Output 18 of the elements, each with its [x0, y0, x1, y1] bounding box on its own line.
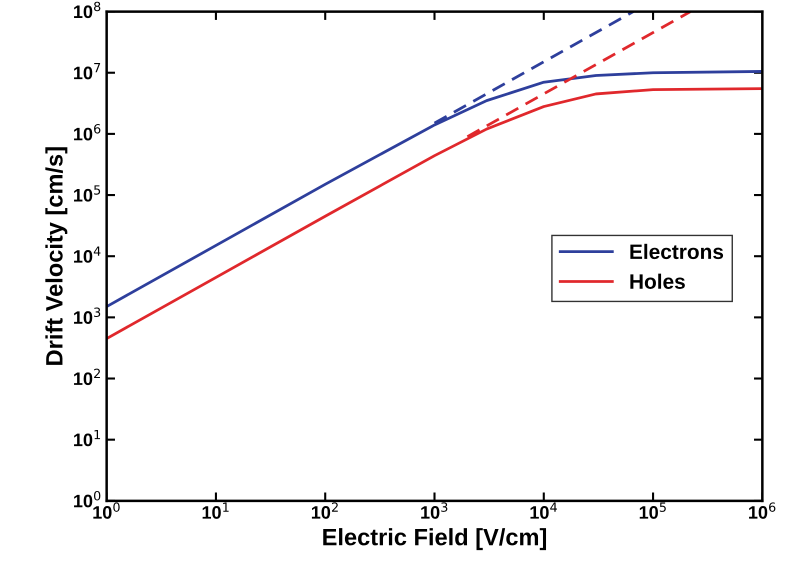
x-tick-label: 10$^{5}$ — [640, 502, 666, 519]
x-tick-label: 10$^{4}$ — [530, 502, 557, 519]
legend-label: Holes — [630, 274, 685, 289]
y-axis-title: Drift Velocity [cm/s] — [45, 147, 68, 365]
y-tick-label: 10$^{7}$ — [74, 63, 100, 80]
x-tick-label: 10$^{1}$ — [202, 502, 229, 519]
legend-label: Electrons — [630, 244, 724, 260]
y-tick-label: 10$^{2}$ — [74, 368, 100, 386]
y-tick-label: 10$^{5}$ — [74, 185, 100, 202]
y-tick-label: 10$^{6}$ — [74, 124, 100, 140]
x-tick-label: 10$^{6}$ — [749, 502, 776, 519]
y-tick-label: 10$^{4}$ — [74, 246, 100, 263]
x-tick-label: 10$^{3}$ — [421, 502, 448, 519]
x-axis-title: Electric Field [V/cm] — [323, 528, 546, 550]
y-tick-label: 10$^{1}$ — [74, 430, 100, 446]
y-tick-label: 10$^{8}$ — [74, 2, 100, 18]
x-tick-label: 10$^{2}$ — [312, 502, 338, 519]
y-tick-label: 10$^{3}$ — [74, 307, 100, 324]
